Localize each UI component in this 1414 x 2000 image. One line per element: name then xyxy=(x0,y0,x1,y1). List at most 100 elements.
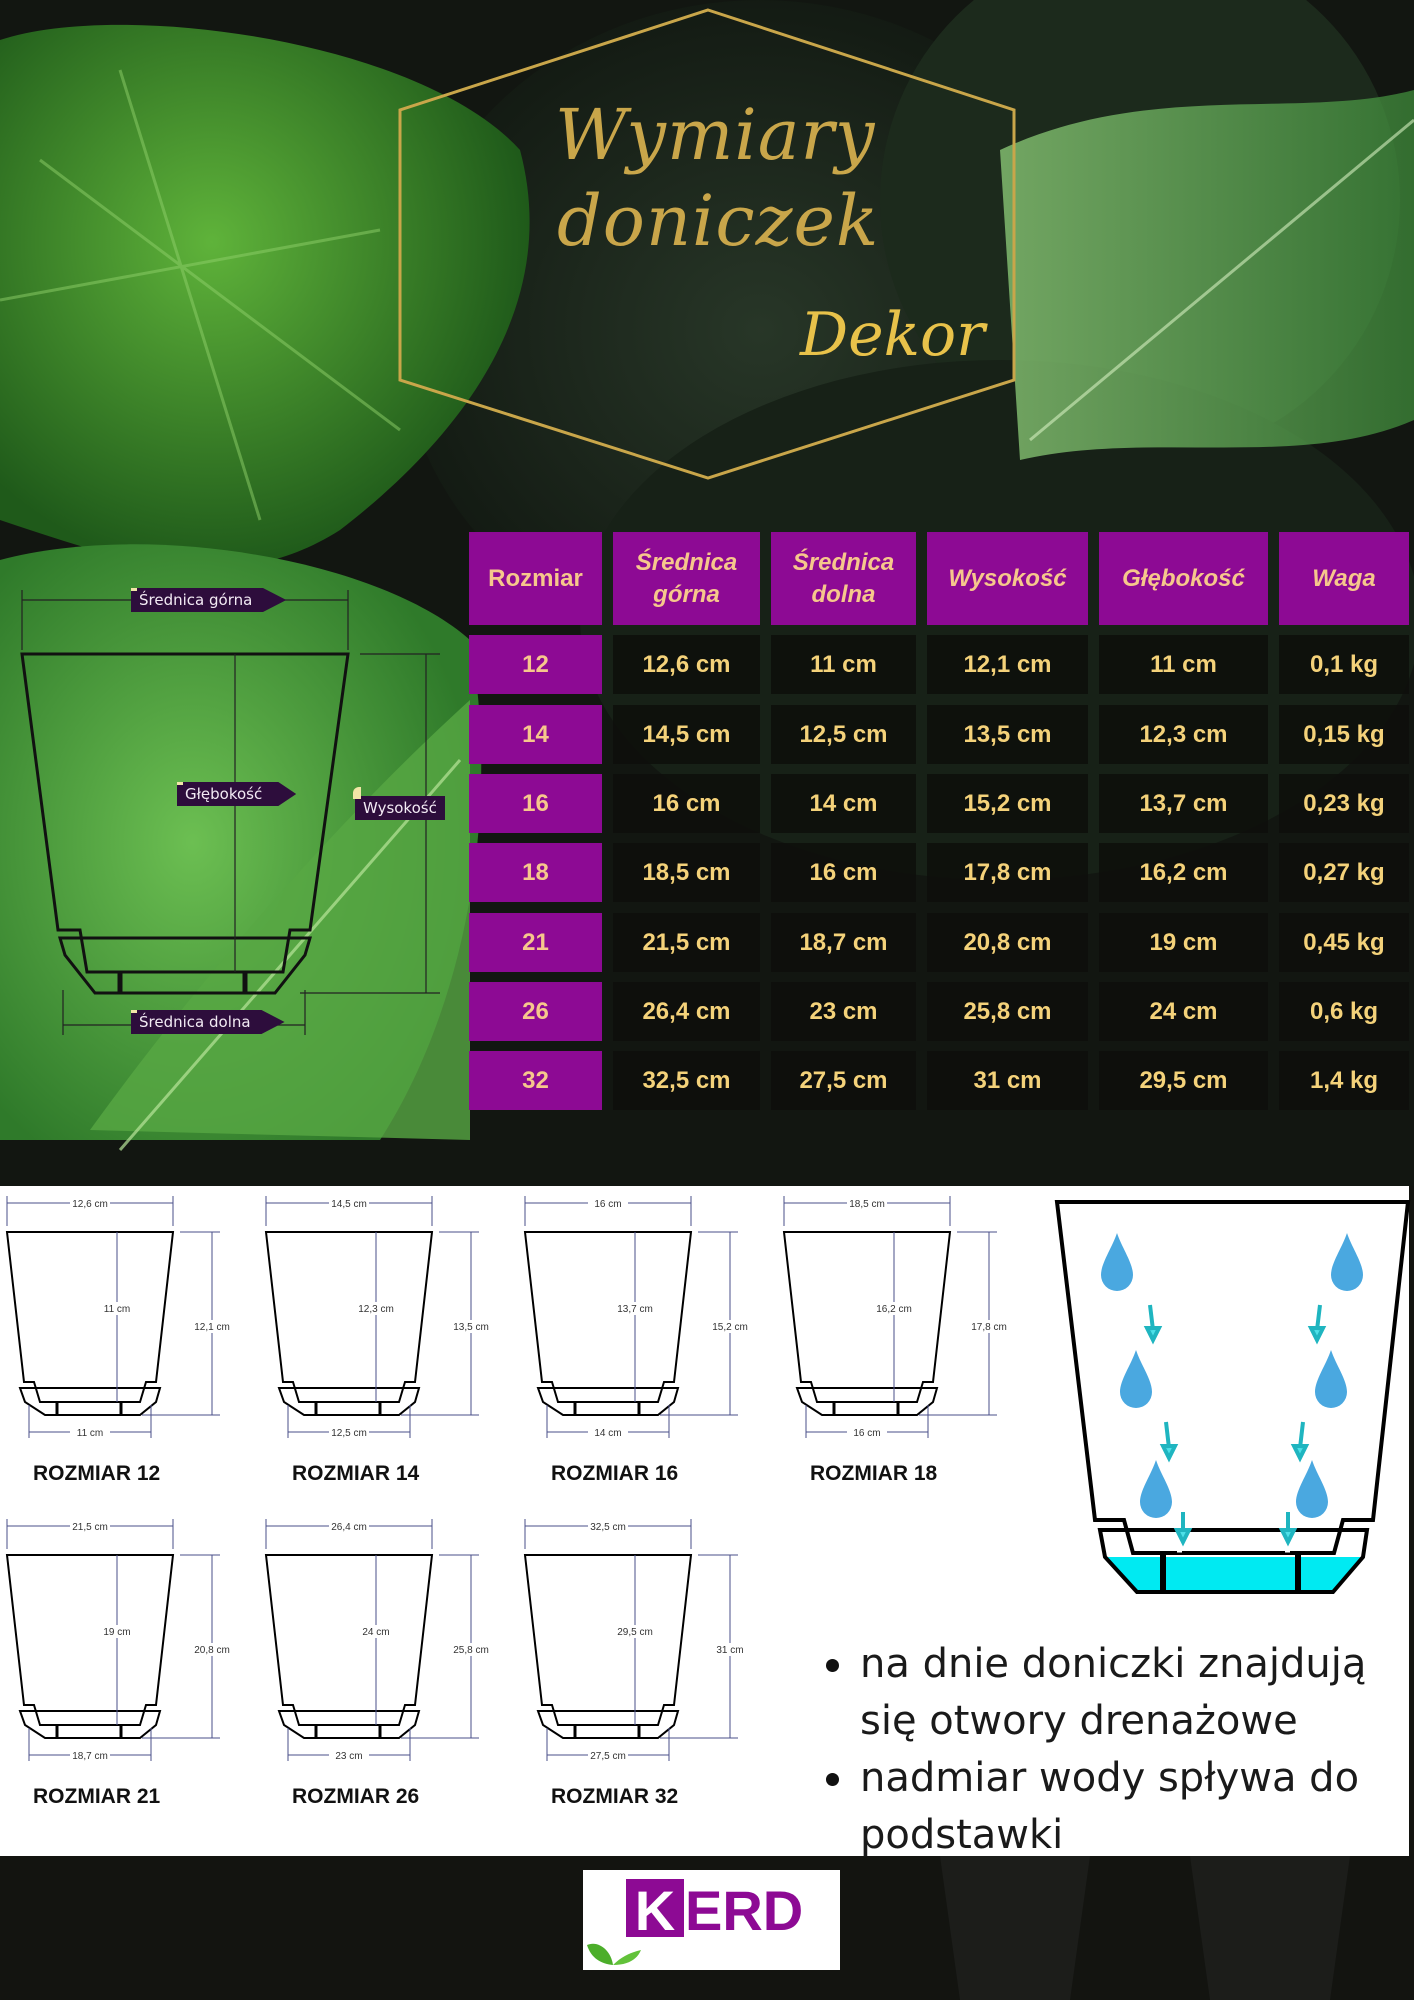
table-cell-weight: 0,1 kg xyxy=(1279,635,1409,694)
saucer-outline xyxy=(18,1387,162,1416)
header-size: Rozmiar xyxy=(469,532,602,625)
water-drop-icon xyxy=(1331,1233,1363,1291)
size-diagram: 12,6 cm 12,1 cm 11 cm 11 cm xyxy=(5,1196,234,1439)
label-depth: Głębokość xyxy=(177,782,297,806)
drainage-diagram xyxy=(1054,1200,1411,1594)
header-depth: Głębokość xyxy=(1099,532,1268,625)
table-cell-bottom-diameter: 12,5 cm xyxy=(771,705,916,764)
pot-body xyxy=(1054,1200,1411,1555)
dim-height: 13,5 cm xyxy=(453,1322,489,1333)
size-label: ROZMIAR 32 xyxy=(551,1785,679,1808)
table-cell-weight: 0,23 kg xyxy=(1279,774,1409,833)
saucer-outline xyxy=(536,1710,680,1739)
table-cell-height: 12,1 cm xyxy=(927,635,1088,694)
table-cell-depth: 29,5 cm xyxy=(1099,1051,1268,1110)
title-line-1: Wymiary xyxy=(555,94,876,176)
size-diagram: 21,5 cm 20,8 cm 19 cm 18,7 cm xyxy=(5,1519,234,1762)
table-cell-depth: 24 cm xyxy=(1099,982,1268,1041)
dim-depth: 19 cm xyxy=(103,1627,130,1638)
title-line-2: doniczek xyxy=(557,180,880,262)
pot-outline xyxy=(264,1554,434,1726)
table-cell-top-diameter: 18,5 cm xyxy=(613,843,760,902)
pot-outline xyxy=(5,1554,175,1726)
pot-outline xyxy=(782,1231,952,1403)
dim-bottom-diameter: 23 cm xyxy=(335,1751,362,1762)
dim-height: 12,1 cm xyxy=(194,1322,230,1333)
pot-outline xyxy=(264,1231,434,1403)
pot-outline xyxy=(523,1231,693,1403)
size-diagram: 32,5 cm 31 cm 29,5 cm 27,5 cm xyxy=(523,1519,752,1762)
dim-depth: 13,7 cm xyxy=(617,1304,653,1315)
dim-bottom-diameter: 27,5 cm xyxy=(590,1751,626,1762)
size-label: ROZMIAR 16 xyxy=(551,1462,679,1485)
table-cell-top-diameter: 21,5 cm xyxy=(613,913,760,972)
dim-height: 17,8 cm xyxy=(971,1322,1007,1333)
saucer-outline xyxy=(536,1387,680,1416)
pot-outline xyxy=(523,1554,693,1726)
dim-depth: 29,5 cm xyxy=(617,1627,653,1638)
size-label: ROZMIAR 18 xyxy=(810,1462,938,1485)
label-bottom-diameter: Średnica dolna xyxy=(131,1010,285,1034)
dim-bottom-diameter: 18,7 cm xyxy=(72,1751,108,1762)
saucer-outline xyxy=(18,1710,162,1739)
table-cell-weight: 1,4 kg xyxy=(1279,1051,1409,1110)
row-size-cell: 12 xyxy=(469,635,602,694)
size-label: ROZMIAR 26 xyxy=(292,1785,420,1808)
table-cell-top-diameter: 12,6 cm xyxy=(613,635,760,694)
table-cell-weight: 0,6 kg xyxy=(1279,982,1409,1041)
dim-height: 25,8 cm xyxy=(453,1645,489,1656)
dim-top-diameter: 26,4 cm xyxy=(331,1522,367,1533)
dim-bottom-diameter: 14 cm xyxy=(594,1428,621,1439)
dim-bottom-diameter: 16 cm xyxy=(853,1428,880,1439)
row-size-cell: 18 xyxy=(469,843,602,902)
row-size-cell: 16 xyxy=(469,774,602,833)
feature-bullets: na dnie doniczki znajdują się otwory dre… xyxy=(822,1636,1382,1864)
table-cell-depth: 12,3 cm xyxy=(1099,705,1268,764)
dark-pots-decoration xyxy=(940,1856,1350,2000)
table-cell-bottom-diameter: 16 cm xyxy=(771,843,916,902)
dim-top-diameter: 21,5 cm xyxy=(72,1522,108,1533)
table-cell-top-diameter: 16 cm xyxy=(613,774,760,833)
table-cell-bottom-diameter: 18,7 cm xyxy=(771,913,916,972)
table-cell-bottom-diameter: 14 cm xyxy=(771,774,916,833)
table-cell-top-diameter: 14,5 cm xyxy=(613,705,760,764)
water-drop-icon xyxy=(1315,1350,1347,1408)
table-cell-top-diameter: 32,5 cm xyxy=(613,1051,760,1110)
dim-height: 15,2 cm xyxy=(712,1322,748,1333)
diagrams-panel xyxy=(0,1186,1409,1856)
saucer xyxy=(1097,1528,1370,1594)
dim-top-diameter: 12,6 cm xyxy=(72,1199,108,1210)
size-label: ROZMIAR 14 xyxy=(292,1462,420,1485)
table-cell-weight: 0,15 kg xyxy=(1279,705,1409,764)
table-cell-depth: 16,2 cm xyxy=(1099,843,1268,902)
down-arrow-icon xyxy=(1159,1421,1179,1463)
saucer-outline xyxy=(795,1387,939,1416)
header-top-diameter: Średnica górna xyxy=(613,532,760,625)
header-bottom-diameter: Średnica dolna xyxy=(771,532,916,625)
dim-top-diameter: 14,5 cm xyxy=(331,1199,367,1210)
logo-letter-k: K xyxy=(635,1879,675,1942)
dim-height: 31 cm xyxy=(716,1645,743,1656)
water-drop-icon xyxy=(1296,1460,1328,1518)
row-size-cell: 26 xyxy=(469,982,602,1041)
dim-bottom-diameter: 12,5 cm xyxy=(331,1428,367,1439)
gold-hexagon-frame xyxy=(398,8,1016,480)
table-cell-height: 15,2 cm xyxy=(927,774,1088,833)
annotated-pot-diagram xyxy=(20,590,440,1035)
table-cell-bottom-diameter: 23 cm xyxy=(771,982,916,1041)
row-size-cell: 32 xyxy=(469,1051,602,1110)
row-size-cell: 14 xyxy=(469,705,602,764)
dim-depth: 11 cm xyxy=(104,1304,131,1315)
down-arrow-icon xyxy=(1278,1512,1298,1547)
table-cell-height: 20,8 cm xyxy=(927,913,1088,972)
table-cell-height: 31 cm xyxy=(927,1051,1088,1110)
table-cell-weight: 0,27 kg xyxy=(1279,843,1409,902)
table-cell-top-diameter: 26,4 cm xyxy=(613,982,760,1041)
dim-top-diameter: 18,5 cm xyxy=(849,1199,885,1210)
header-height: Wysokość xyxy=(927,532,1088,625)
size-diagram: 14,5 cm 13,5 cm 12,3 cm 12,5 cm xyxy=(264,1196,493,1439)
kerd-logo: K ERD xyxy=(583,1870,840,1970)
size-diagram: 18,5 cm 17,8 cm 16,2 cm 16 cm xyxy=(782,1196,1011,1439)
bullet-item: na dnie doniczki znajdują się otwory dre… xyxy=(822,1636,1382,1750)
down-arrow-icon xyxy=(1290,1421,1310,1463)
